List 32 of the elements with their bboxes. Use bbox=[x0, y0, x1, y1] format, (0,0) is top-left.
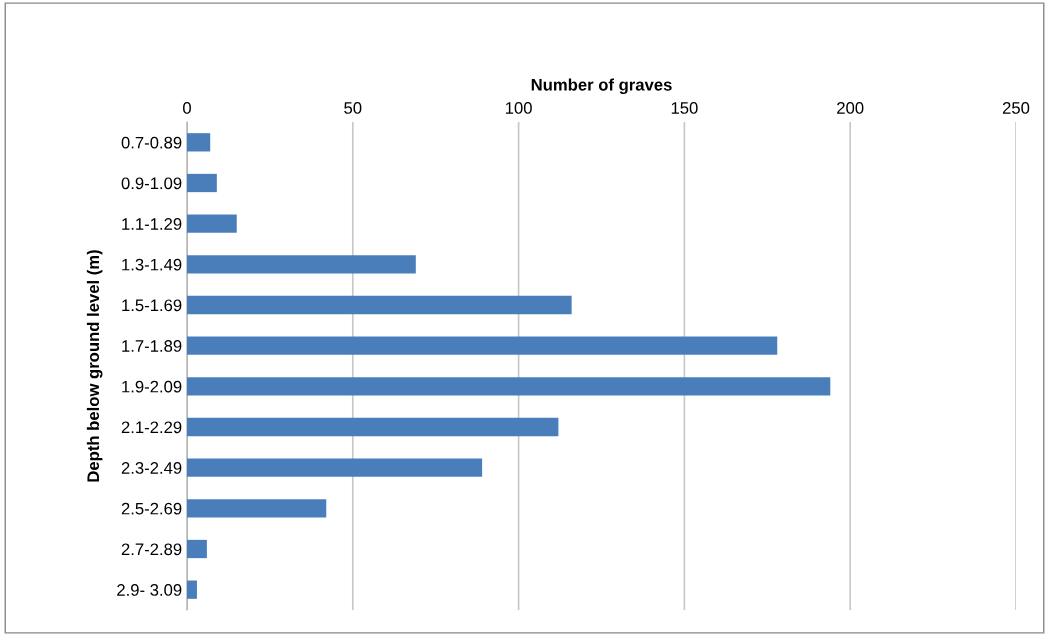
bar bbox=[187, 377, 831, 396]
y-tick-label: 1.1-1.29 bbox=[122, 218, 182, 230]
y-tick-label: 0.9-1.09 bbox=[121, 177, 182, 190]
y-tick-label: 1.5-1.69 bbox=[122, 299, 182, 312]
bar bbox=[187, 499, 327, 518]
y-tick-label: 1.3-1.49 bbox=[122, 258, 182, 271]
y-tick-label: 2.3-2.49 bbox=[121, 462, 182, 474]
x-tick-label: 250 bbox=[1002, 102, 1030, 114]
bar bbox=[187, 458, 483, 477]
x-tick-label: 100 bbox=[505, 102, 532, 114]
y-tick-label: 2.5-2.69 bbox=[121, 502, 182, 515]
bar bbox=[187, 295, 572, 315]
bar bbox=[187, 173, 217, 193]
x-tick-label: 200 bbox=[837, 102, 864, 114]
bar bbox=[187, 417, 559, 437]
bar bbox=[187, 133, 211, 152]
y-tick-label: 1.7-1.89 bbox=[122, 340, 182, 352]
x-tick-label: 50 bbox=[344, 102, 362, 114]
x-axis-title: Number of graves bbox=[531, 78, 672, 95]
bar bbox=[187, 255, 416, 274]
y-axis-title: Depth below ground level (m) bbox=[86, 250, 103, 482]
bar bbox=[187, 580, 197, 599]
y-tick-label: 1.9-2.09 bbox=[122, 380, 182, 393]
y-tick-label: 2.1-2.29 bbox=[121, 421, 182, 434]
y-tick-label: 2.7-2.89 bbox=[121, 543, 182, 556]
bar bbox=[187, 336, 778, 355]
bar bbox=[187, 214, 237, 233]
x-tick-label: 0 bbox=[183, 102, 191, 114]
y-tick-label: 2.9- 3.09 bbox=[117, 584, 182, 596]
x-tick-label: 150 bbox=[671, 102, 698, 114]
bar bbox=[187, 539, 207, 559]
y-tick-label: 0.7-0.89 bbox=[121, 136, 182, 149]
